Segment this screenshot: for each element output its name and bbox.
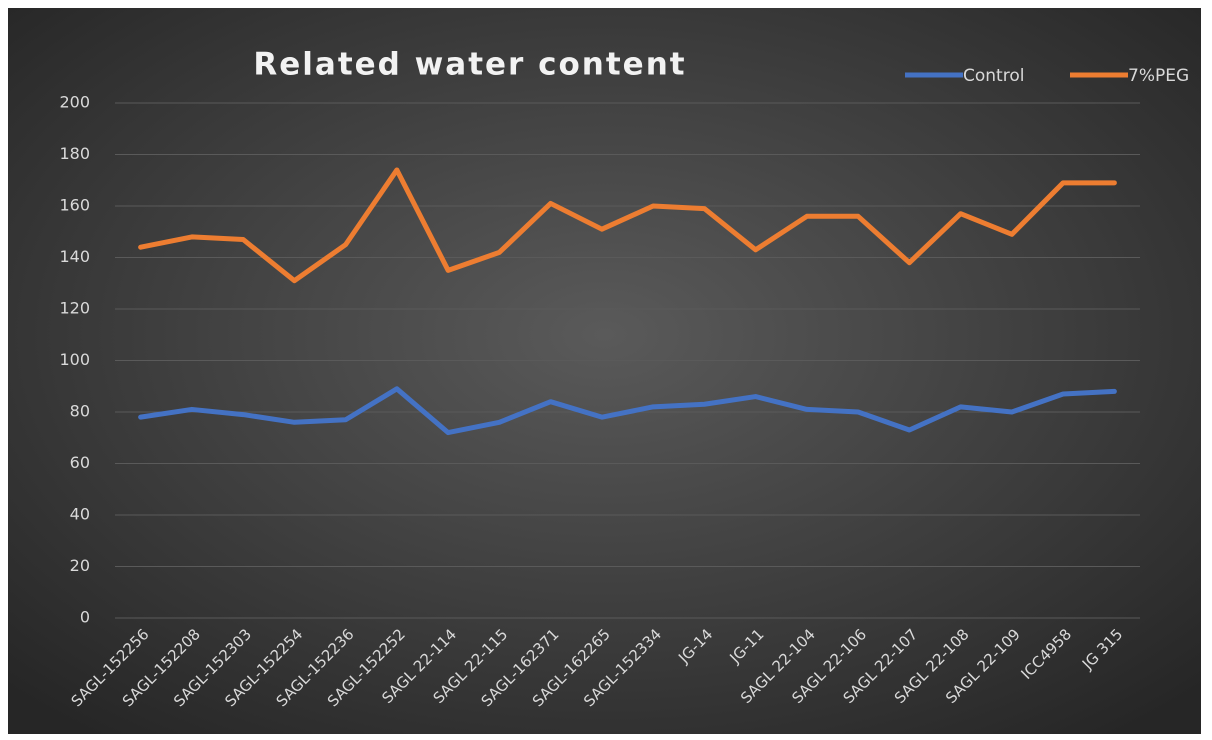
y-tick-label: 180: [59, 144, 90, 163]
background: [8, 8, 1201, 734]
y-tick-label: 140: [59, 247, 90, 266]
legend-label: Control: [963, 66, 1024, 86]
series-line: [138, 167, 1117, 284]
series-line: [138, 386, 1117, 436]
chart-title: Related water content: [253, 47, 686, 83]
legend-label: 7%PEG: [1128, 66, 1189, 86]
y-tick-label: 40: [70, 505, 90, 524]
y-tick-label: 100: [59, 350, 90, 369]
y-tick-label: 80: [70, 402, 90, 421]
y-tick-label: 200: [59, 93, 90, 112]
y-tick-label: 160: [59, 196, 90, 215]
y-tick-label: 60: [70, 453, 90, 472]
y-tick-label: 0: [80, 608, 90, 627]
y-tick-label: 20: [70, 556, 90, 575]
y-tick-label: 120: [59, 299, 90, 318]
